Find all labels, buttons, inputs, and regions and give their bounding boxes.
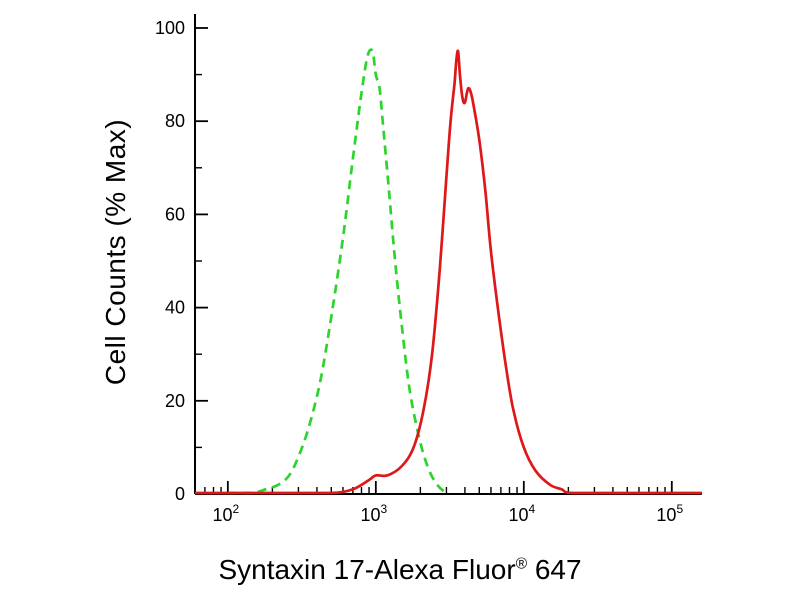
x-tick-exponent: 3 <box>380 502 387 516</box>
y-tick-label: 0 <box>175 484 185 504</box>
x-tick-label: 102 <box>212 502 239 525</box>
y-tick-label: 40 <box>165 298 185 318</box>
x-tick-exponent: 4 <box>528 502 535 516</box>
y-tick-label: 20 <box>165 391 185 411</box>
x-tick-label: 104 <box>508 502 535 525</box>
registered-trademark-symbol: ® <box>515 555 528 573</box>
x-axis-label-post: 647 <box>527 554 582 585</box>
x-axis-label-pre: Syntaxin 17-Alexa Fluor <box>218 554 516 585</box>
x-tick-label: 103 <box>360 502 387 525</box>
y-tick-label: 60 <box>165 204 185 224</box>
red-solid-stained-curve <box>194 49 702 495</box>
y-axis-label: Cell Counts (% Max) <box>100 118 131 386</box>
x-tick-label: 105 <box>656 502 683 525</box>
x-tick-exponent: 2 <box>233 502 240 516</box>
green-dashed-control-curve <box>227 48 448 495</box>
x-tick-exponent: 5 <box>676 502 683 516</box>
x-axis-label: Syntaxin 17-Alexa Fluor® 647 <box>218 554 581 586</box>
y-tick-label: 80 <box>165 111 185 131</box>
y-tick-label: 100 <box>155 18 185 38</box>
